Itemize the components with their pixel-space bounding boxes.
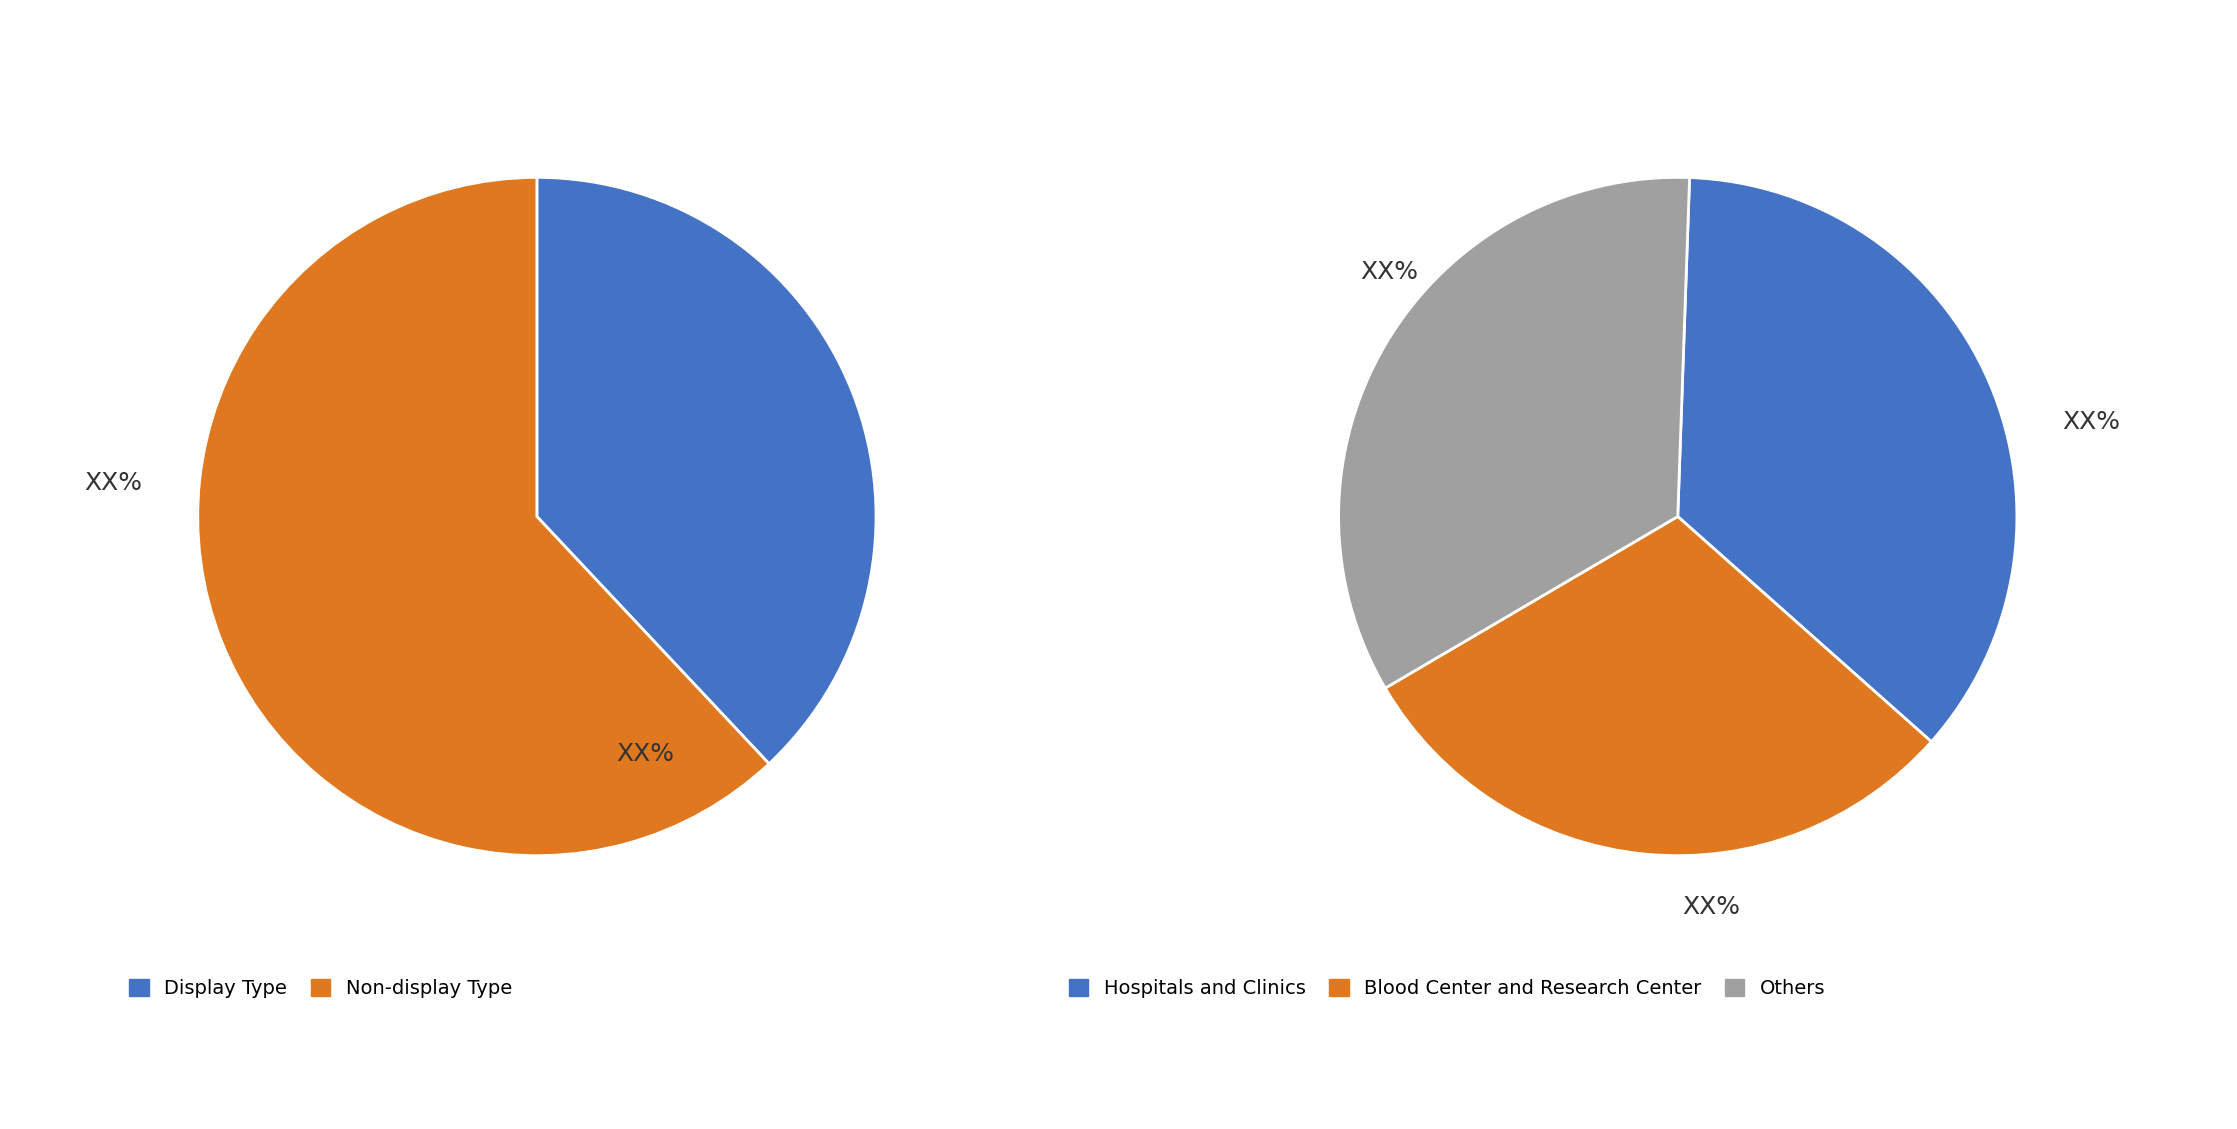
Text: XX%: XX% [617, 742, 673, 765]
Text: Source: Theindustrystats Analysis: Source: Theindustrystats Analysis [67, 1078, 443, 1097]
Text: Website: www.theindustrystats.com: Website: www.theindustrystats.com [1635, 1078, 2033, 1097]
Text: XX%: XX% [85, 471, 141, 495]
Text: XX%: XX% [1682, 894, 1740, 919]
Text: XX%: XX% [2063, 410, 2121, 434]
Wedge shape [537, 177, 877, 763]
Wedge shape [1338, 177, 1689, 689]
Text: XX%: XX% [1360, 261, 1418, 285]
Text: Email: sales@theindustrystats.com: Email: sales@theindustrystats.com [702, 1078, 1087, 1097]
Text: Fig. Global Vein Finder Market Share by Product Types & Application: Fig. Global Vein Finder Market Share by … [27, 37, 1103, 65]
Wedge shape [1385, 516, 1931, 856]
Wedge shape [197, 177, 770, 856]
Wedge shape [1678, 177, 2018, 742]
Legend: Hospitals and Clinics, Blood Center and Research Center, Others: Hospitals and Clinics, Blood Center and … [1060, 971, 1832, 1006]
